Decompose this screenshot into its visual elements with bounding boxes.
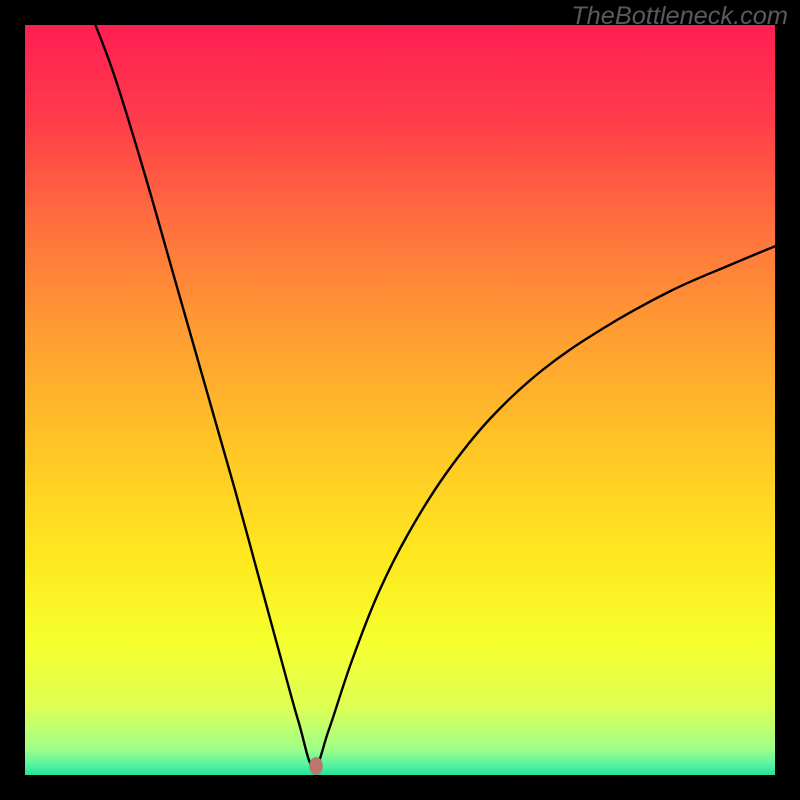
chart-svg — [25, 25, 775, 775]
gradient-background — [25, 25, 775, 775]
watermark-text: TheBottleneck.com — [571, 2, 788, 31]
min-marker — [309, 757, 323, 775]
plot-area — [25, 25, 775, 775]
